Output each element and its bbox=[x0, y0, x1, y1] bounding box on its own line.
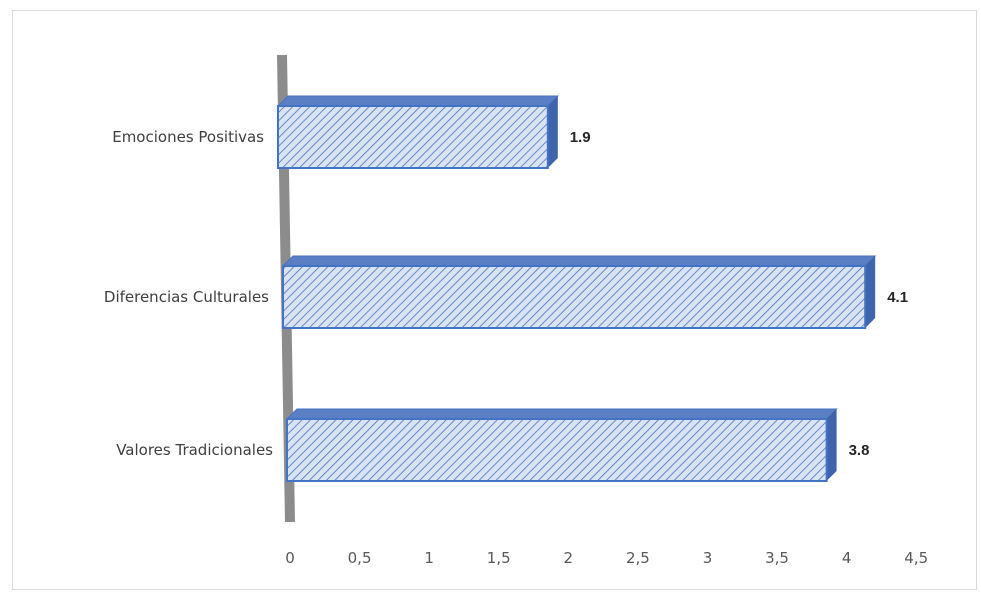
bar bbox=[282, 265, 867, 329]
x-tick-label: 1,5 bbox=[487, 549, 511, 567]
x-axis-ticks: 0 0,5 1 1,5 2 2,5 3 3,5 4 4,5 bbox=[285, 549, 928, 567]
x-tick-label: 3 bbox=[703, 549, 713, 567]
bars-layer: Emociones Positivas 1.9 Diferencias Cultur… bbox=[104, 95, 908, 482]
x-tick-label: 4,5 bbox=[904, 549, 928, 567]
bar-top-face bbox=[285, 408, 838, 420]
x-tick-label: 0,5 bbox=[348, 549, 372, 567]
data-label: 1.9 bbox=[570, 129, 591, 146]
bar-top-face bbox=[276, 95, 560, 107]
bar bbox=[277, 105, 549, 169]
x-tick-label: 2 bbox=[564, 549, 574, 567]
x-tick-label: 1 bbox=[424, 549, 434, 567]
bar-top-face bbox=[281, 255, 877, 267]
x-tick-label: 0 bbox=[285, 549, 295, 567]
category-label: Valores Tradicionales bbox=[116, 441, 273, 459]
data-label: 4.1 bbox=[887, 289, 908, 306]
data-label: 3.8 bbox=[849, 442, 870, 459]
bar-side-face bbox=[547, 96, 558, 168]
category-label: Emociones Positivas bbox=[112, 128, 264, 146]
x-tick-label: 2,5 bbox=[626, 549, 650, 567]
bar-side-face bbox=[865, 256, 876, 328]
x-tick-label: 4 bbox=[842, 549, 852, 567]
category-label: Diferencias Culturales bbox=[104, 288, 269, 306]
x-tick-label: 3,5 bbox=[765, 549, 789, 567]
bar bbox=[286, 418, 828, 482]
bar-side-face bbox=[826, 409, 837, 481]
